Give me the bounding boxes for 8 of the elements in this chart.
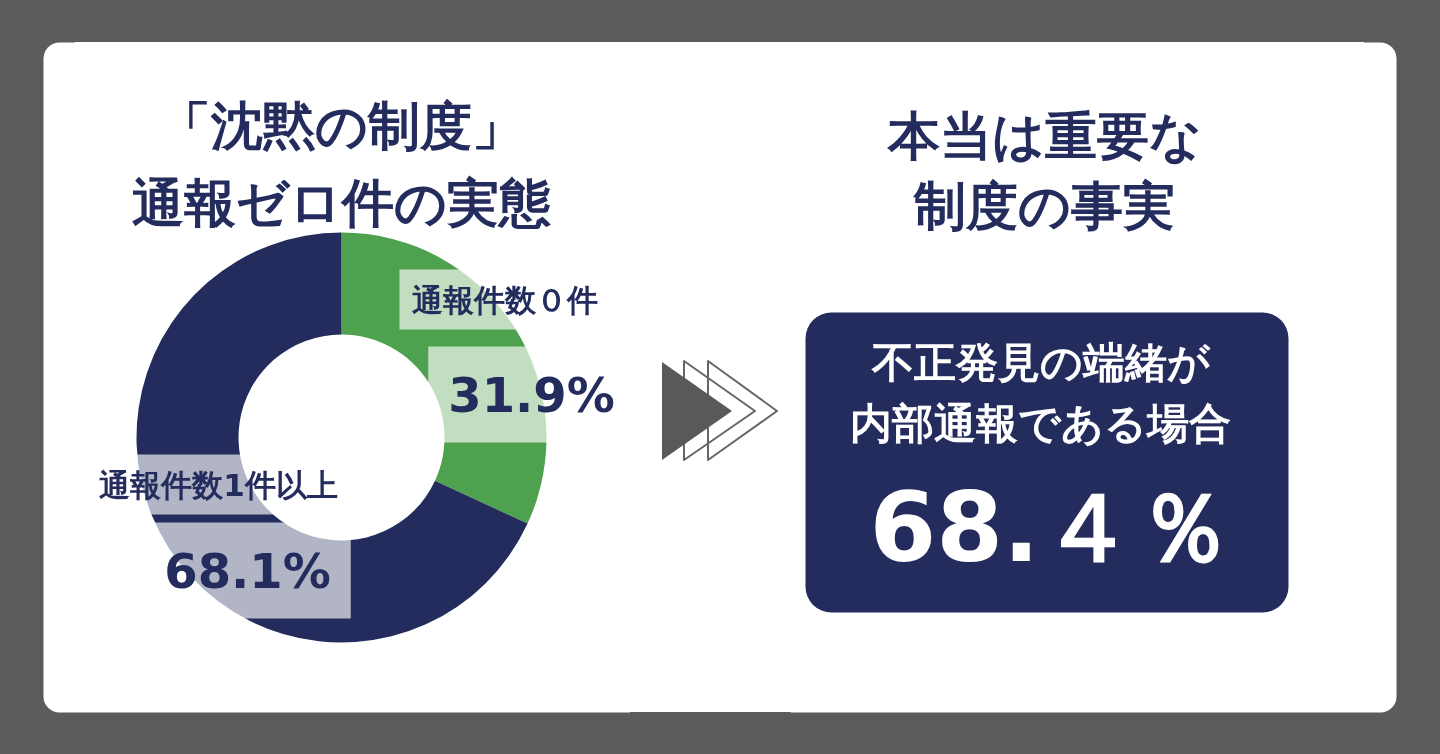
data-label: 31.9% <box>448 366 615 423</box>
slice-label: 通報件数０件 <box>411 281 598 318</box>
chart-title: 「沈黙の制度」通報ゼロ件の実態 <box>132 95 551 233</box>
slice-label: 通報件数1件以上 <box>99 466 338 503</box>
text: 不正発見の端緒が内部通報である場合 <box>850 338 1231 448</box>
text: 68.４％ <box>869 471 1232 584</box>
data-label: 68.1% <box>164 542 331 599</box>
text: 本当は重要な制度の事実 <box>885 105 1202 236</box>
